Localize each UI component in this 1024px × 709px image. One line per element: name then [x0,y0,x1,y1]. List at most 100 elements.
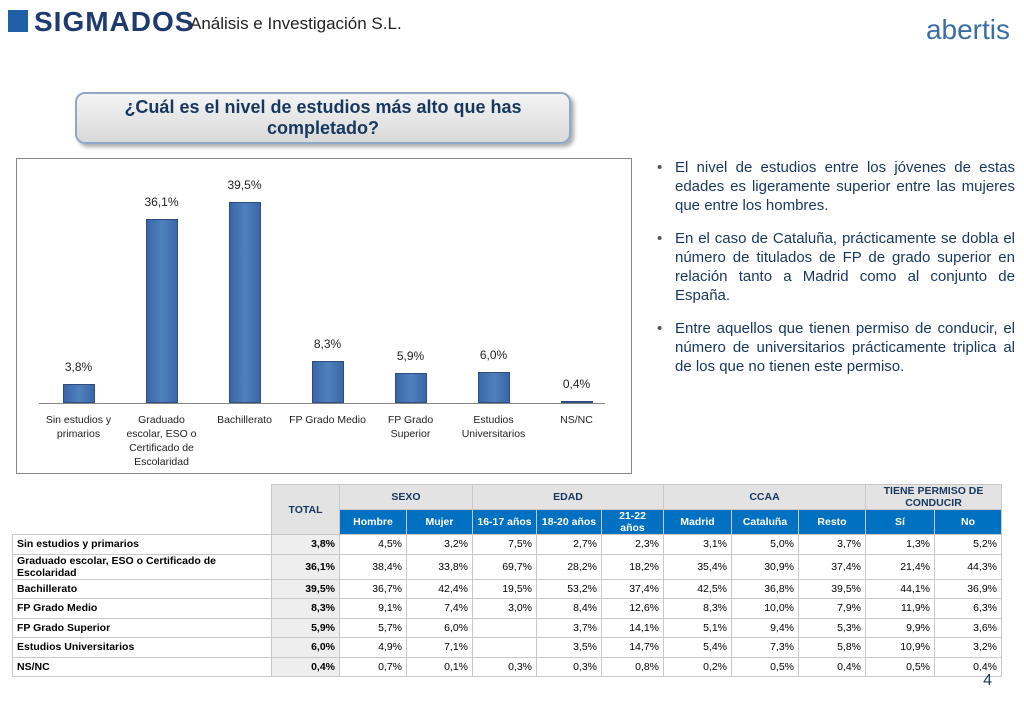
column-header: Mujer [406,509,473,535]
cell: 19,5% [472,578,537,599]
cell: 38,4% [339,553,407,580]
cell: 44,3% [934,553,1002,580]
row-label: FP Grado Superior [12,617,272,638]
cell: 9,1% [339,598,407,619]
data-row: Graduado escolar, ESO o Certificado de E… [12,553,1002,580]
total-cell: 36,1% [271,553,340,580]
cell: 0,8% [601,656,664,677]
cell: 5,8% [798,637,866,658]
cell: 0,7% [339,656,407,677]
bar [477,372,510,403]
x-tick-label: FP Grado Medio [289,414,366,426]
empty-cell [472,637,537,658]
bullet: En el caso de Cataluña, prácticamente se… [657,229,1015,305]
x-axis [39,403,605,404]
total-cell: 39,5% [271,578,340,599]
header-row: TOTAL SEXO EDAD CCAA TIENE PERMISO DE CONDUC… [13,484,1002,535]
cell: 3,5% [536,637,602,658]
cell: 5,7% [339,617,407,638]
cell: 21,4% [865,553,935,580]
data-row: Bachillerato 39,5% 36,7% 42,4% 19,5% 53,2% 37,… [12,578,1002,599]
cell: 0,4% [934,656,1002,677]
column-header: Madrid [663,509,732,535]
cell: 5,3% [798,617,866,638]
cell: 36,9% [934,578,1002,599]
cell: 5,1% [663,617,732,638]
bar [228,201,261,403]
column-header: 21-22 años [601,509,664,535]
cell: 3,2% [406,534,473,555]
cell: 11,9% [865,598,935,619]
cell: 8,3% [663,598,732,619]
x-tick-label: Graduado escolar, ESO o Certificado de E… [126,414,197,468]
bar [560,400,593,403]
cell: 42,4% [406,578,473,599]
x-tick-label: Bachillerato [217,414,272,426]
cell: 6,0% [406,617,473,638]
cell: 5,2% [934,534,1002,555]
group-header: SEXO [339,484,473,510]
cell: 9,4% [731,617,799,638]
x-tick-label: FP Grado Superior [387,414,434,440]
bullets: El nivel de estudios entre los jóvenes d… [655,158,1015,390]
bar [62,383,95,403]
bullet: Entre aquellos que tienen permiso de con… [657,319,1015,376]
cell: 53,2% [536,578,602,599]
cell: 0,3% [472,656,537,677]
cell: 30,9% [731,553,799,580]
cell: 3,6% [934,617,1002,638]
cell: 7,9% [798,598,866,619]
column-header: Resto [798,509,866,535]
cell: 0,1% [406,656,473,677]
cell: 14,7% [601,637,664,658]
cell: 33,8% [406,553,473,580]
cell: 36,7% [339,578,407,599]
row-label: FP Grado Medio [12,598,272,619]
cell: 4,9% [339,637,407,658]
cell: 2,3% [601,534,664,555]
cell: 9,9% [865,617,935,638]
cell: 10,0% [731,598,799,619]
data-row: Sin estudios y primarios 3,8% 4,5% 3,2% 7,5%… [12,534,1002,555]
brand: SIGMADOS [34,6,195,37]
data-row: Estudios Universitarios 6,0% 4,9% 7,1% 3,5% 1… [12,637,1002,658]
column-header: 18-20 años [536,509,602,535]
cell: 35,4% [663,553,732,580]
total-cell: 5,9% [271,617,340,638]
cell: 37,4% [601,578,664,599]
column-header: Cataluña [731,509,799,535]
cell: 12,6% [601,598,664,619]
cell: 3,1% [663,534,732,555]
row-label: Bachillerato [12,578,272,599]
subheader-row: Hombre Mujer 16-17 años 18-20 años 21-22 año… [13,509,1002,535]
total-cell: 0,4% [271,656,340,677]
cell: 6,3% [934,598,1002,619]
column-header: No [934,509,1002,535]
blank-cell [13,485,272,535]
cell: 39,5% [798,578,866,599]
cell: 1,3% [865,534,935,555]
brand-subtitle: Análisis e Investigación S.L. [190,14,402,33]
cell: 2,7% [536,534,602,555]
column-header: Hombre [339,509,407,535]
cell: 5,4% [663,637,732,658]
cell: 5,0% [731,534,799,555]
cell: 10,9% [865,637,935,658]
cell: 0,3% [536,656,602,677]
data-label: 5,9% [396,348,425,363]
data-label: 39,5% [227,177,262,192]
cell: 4,5% [339,534,407,555]
row-label: Sin estudios y primarios [12,534,272,555]
partner-logo: abertis [925,14,1010,45]
data-label: 6,0% [479,348,508,363]
chart: 3,8% Sin estudios y primarios 36,1% Graduad… [16,158,632,474]
group-header: EDAD [472,484,664,510]
x-tick-label: Estudios Universitarios [461,414,526,440]
bar [145,218,178,403]
total-cell: 6,0% [271,637,340,658]
group-header: TIENE PERMISO DE CONDUCIR [865,484,1002,510]
cell: 3,7% [798,534,866,555]
data-label: 8,3% [313,336,342,351]
bar [311,360,344,403]
